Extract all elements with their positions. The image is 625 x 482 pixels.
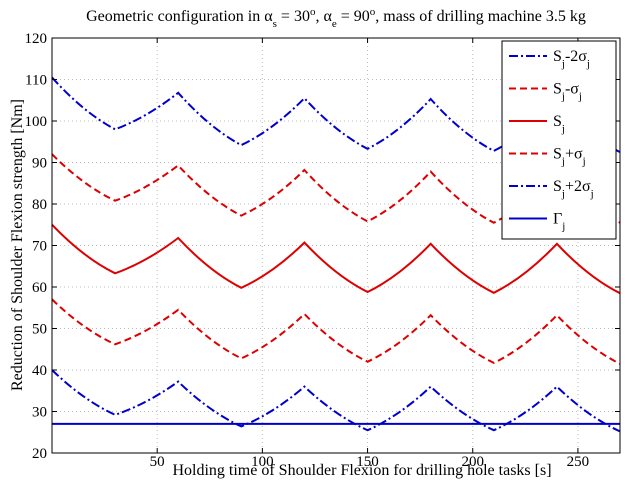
- legend-label-1: Sj-2σj: [553, 48, 590, 70]
- legend-label-4: Sj+σj: [553, 146, 586, 168]
- chart-title: Geometric configuration in αs = 30o, αe …: [86, 6, 586, 30]
- y-tick-label: 70: [32, 239, 47, 255]
- x-tick-label: 150: [356, 454, 379, 470]
- series-line-5: [51, 369, 621, 433]
- x-tick-label: 200: [461, 454, 484, 470]
- x-tick-label: 100: [251, 454, 274, 470]
- y-tick-label: 50: [32, 322, 47, 338]
- x-tick-label: 250: [567, 454, 590, 470]
- y-tick-label: 20: [32, 446, 47, 462]
- y-tick-label: 40: [32, 363, 47, 379]
- y-tick-label: 90: [32, 156, 47, 172]
- x-tick-label: 50: [150, 454, 165, 470]
- legend: Sj-2σj Sj-σj Sj Sj+σj Sj+2σj Γj: [501, 40, 617, 240]
- y-axis-label: Reduction of Shoulder Flexion strength […: [9, 99, 26, 391]
- tick-layer: 50 100 150 200 250 20 30 40 50 60 70 80 90 100 110 120: [25, 31, 620, 470]
- series-line-4: [51, 298, 621, 365]
- series-line-3: [51, 224, 621, 295]
- y-tick-label: 120: [25, 31, 48, 47]
- legend-label-3: Sj: [553, 113, 565, 135]
- y-tick-label: 110: [25, 73, 47, 89]
- legend-label-2: Sj-σj: [553, 81, 582, 103]
- legend-label-5: Sj+2σj: [553, 178, 594, 200]
- y-tick-label: 80: [32, 197, 47, 213]
- x-axis-label: Holding time of Shoulder Flexion for dri…: [172, 462, 551, 479]
- legend-label-6: Γj: [553, 211, 565, 233]
- y-tick-label: 100: [25, 114, 48, 130]
- y-tick-label: 60: [32, 280, 47, 296]
- legend-box: [501, 40, 617, 240]
- y-tick-label: 30: [32, 405, 47, 421]
